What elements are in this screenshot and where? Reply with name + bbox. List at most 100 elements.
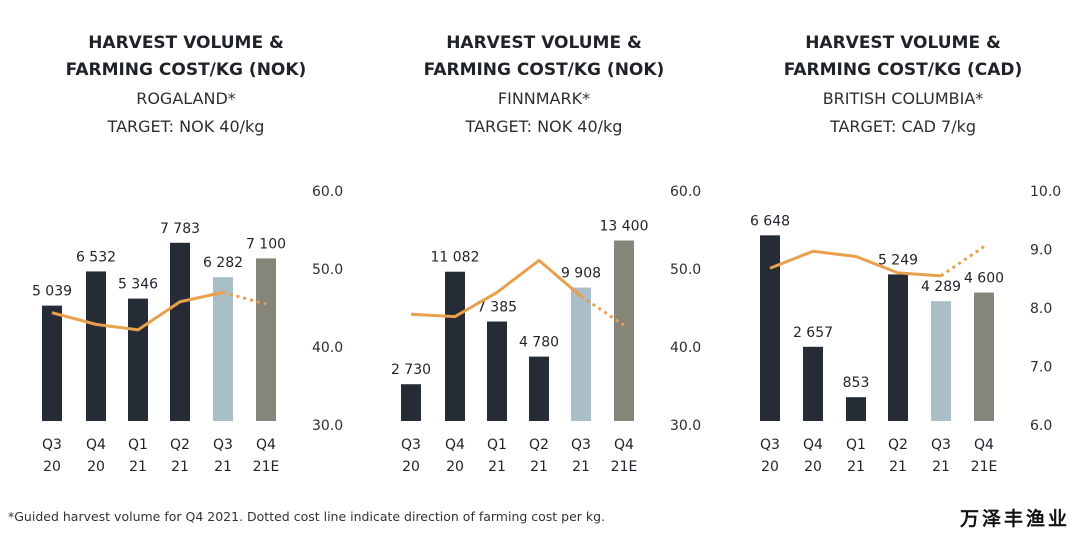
x-tick-label: 20 [402, 459, 420, 475]
y-tick-label: 9.0 [1030, 243, 1052, 259]
y-tick-label: 50.0 [312, 262, 343, 278]
bar [571, 287, 591, 421]
chart-title-line-2: FARMING COST/KG (NOK) [66, 60, 307, 80]
bar-value-label: 853 [843, 375, 870, 391]
x-tick-label: Q2 [529, 437, 549, 453]
bar [128, 298, 148, 421]
y-tick-label: 30.0 [312, 418, 343, 434]
bar-value-label: 4 780 [519, 335, 559, 351]
bar-value-label: 11 082 [431, 250, 480, 266]
y-tick-label: 40.0 [312, 340, 343, 356]
x-tick-label: 21 [530, 459, 548, 475]
bar [614, 240, 634, 421]
bar [42, 305, 62, 421]
bar-value-label: 5 346 [118, 277, 158, 293]
chart-title-line-1: HARVEST VOLUME & [88, 33, 284, 53]
x-tick-label: 20 [761, 459, 779, 475]
cost-line-solid [769, 249, 942, 278]
bar [888, 274, 908, 421]
x-tick-label: Q3 [571, 437, 591, 453]
x-tick-label: Q1 [846, 437, 866, 453]
bar [170, 242, 190, 421]
bar-value-label: 2 657 [793, 325, 833, 341]
bar-value-label: 7 385 [477, 300, 517, 316]
bar [401, 384, 421, 421]
x-tick-label: 21 [932, 459, 950, 475]
x-tick-label: 21E [611, 459, 638, 475]
y-tick-label: 8.0 [1030, 301, 1052, 317]
chart-target: TARGET: NOK 40/kg [465, 117, 623, 136]
bar-value-label: 2 730 [391, 362, 431, 378]
bar-value-label: 7 100 [246, 236, 286, 252]
bar-value-label: 6 648 [750, 213, 790, 229]
chart-region: FINNMARK* [498, 89, 590, 108]
x-tick-label: 21 [847, 459, 865, 475]
chart-2: HARVEST VOLUME & FARMING COST/KG (NOK) FIN… [391, 33, 701, 475]
chart-region: ROGALAND* [136, 89, 236, 108]
x-tick-label: 20 [43, 459, 61, 475]
x-tick-label: 20 [446, 459, 464, 475]
cost-line-dotted [222, 290, 267, 306]
x-tick-label: Q3 [931, 437, 951, 453]
x-tick-label: 21E [253, 459, 280, 475]
x-tick-label: 21E [971, 459, 998, 475]
cost-line-solid [51, 290, 224, 332]
chart-region: BRITISH COLUMBIA* [823, 89, 984, 108]
x-tick-label: Q4 [86, 437, 106, 453]
x-tick-label: 20 [87, 459, 105, 475]
x-tick-label: Q2 [170, 437, 190, 453]
chart-title-line-1: HARVEST VOLUME & [805, 33, 1001, 53]
y-tick-label: 30.0 [670, 418, 701, 434]
x-tick-label: Q4 [974, 437, 994, 453]
bar [846, 397, 866, 421]
footnote: *Guided harvest volume for Q4 2021. Dott… [8, 509, 606, 524]
x-tick-label: 21 [889, 459, 907, 475]
bar [760, 235, 780, 421]
chart-title-line-2: FARMING COST/KG (NOK) [424, 60, 665, 80]
y-tick-label: 60.0 [670, 184, 701, 200]
bar [974, 292, 994, 421]
x-tick-label: 21 [214, 459, 232, 475]
x-tick-label: Q1 [128, 437, 148, 453]
bar-value-label: 4 600 [964, 271, 1004, 287]
bar [445, 271, 465, 421]
bar-value-label: 9 908 [561, 266, 601, 282]
bar-value-label: 7 783 [160, 221, 200, 237]
bar-value-label: 13 400 [600, 218, 649, 234]
bar-value-label: 5 039 [32, 284, 72, 300]
x-tick-label: Q4 [445, 437, 465, 453]
bar [931, 301, 951, 421]
bar [86, 271, 106, 421]
bar-value-label: 6 532 [76, 249, 116, 265]
chart-target: TARGET: NOK 40/kg [107, 117, 265, 136]
x-tick-label: Q3 [401, 437, 421, 453]
bar [256, 258, 276, 421]
bar-value-label: 5 249 [878, 252, 918, 268]
x-tick-label: Q3 [213, 437, 233, 453]
x-tick-label: Q4 [614, 437, 634, 453]
bar [213, 277, 233, 421]
x-tick-label: 21 [171, 459, 189, 475]
chart-title-line-2: FARMING COST/KG (CAD) [784, 60, 1023, 80]
cost-line-dotted [580, 295, 625, 327]
x-tick-label: 21 [572, 459, 590, 475]
bar-value-label: 6 282 [203, 255, 243, 271]
y-tick-label: 10.0 [1030, 184, 1061, 200]
x-tick-label: Q4 [256, 437, 276, 453]
x-tick-label: Q3 [42, 437, 62, 453]
y-tick-label: 40.0 [670, 340, 701, 356]
bar [529, 356, 549, 421]
y-tick-label: 6.0 [1030, 418, 1052, 434]
chart-3: HARVEST VOLUME & FARMING COST/KG (CAD) BRI… [750, 33, 1061, 475]
x-tick-label: Q4 [803, 437, 823, 453]
bar [487, 321, 507, 421]
y-tick-label: 50.0 [670, 262, 701, 278]
brand-logo: 万泽丰渔业 [959, 508, 1070, 530]
chart-title-line-1: HARVEST VOLUME & [446, 33, 642, 53]
cost-line-dotted [940, 245, 985, 278]
y-tick-label: 60.0 [312, 184, 343, 200]
x-tick-label: 20 [804, 459, 822, 475]
y-tick-label: 7.0 [1030, 360, 1052, 376]
bar [803, 346, 823, 421]
